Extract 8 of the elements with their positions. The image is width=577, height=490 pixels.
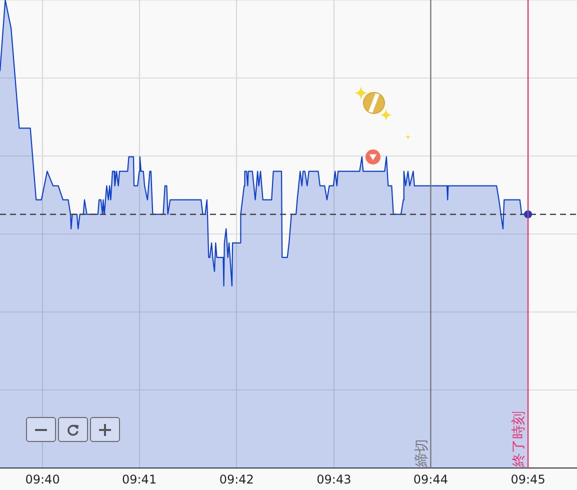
ref-line-label: 終了時刻 [511, 411, 528, 467]
x-tick-label: 09:42 [219, 472, 254, 486]
ref-line-label: 締切 [414, 439, 430, 467]
x-tick-label: 09:41 [122, 472, 157, 486]
x-tick-label: 09:40 [25, 472, 60, 486]
x-tick-label: 09:45 [510, 472, 546, 486]
x-tick-label: 09:43 [316, 472, 352, 486]
x-tick-label: 09:44 [413, 472, 448, 486]
